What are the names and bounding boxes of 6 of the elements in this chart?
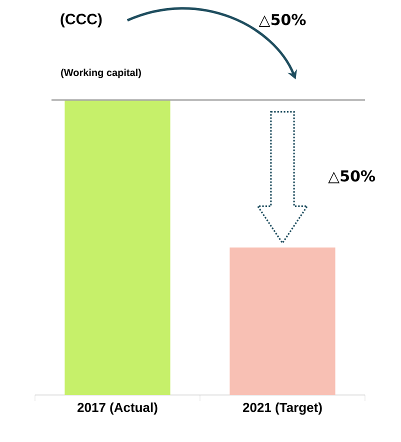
annotation: △50% bbox=[328, 170, 376, 184]
x-tick-label: 2017 (Actual) bbox=[77, 402, 158, 415]
text: (Working capital) bbox=[61, 68, 141, 78]
x-tick-label: 2021 (Target) bbox=[242, 402, 322, 415]
text: △50% bbox=[258, 14, 306, 27]
text: (CCC) bbox=[60, 13, 102, 28]
